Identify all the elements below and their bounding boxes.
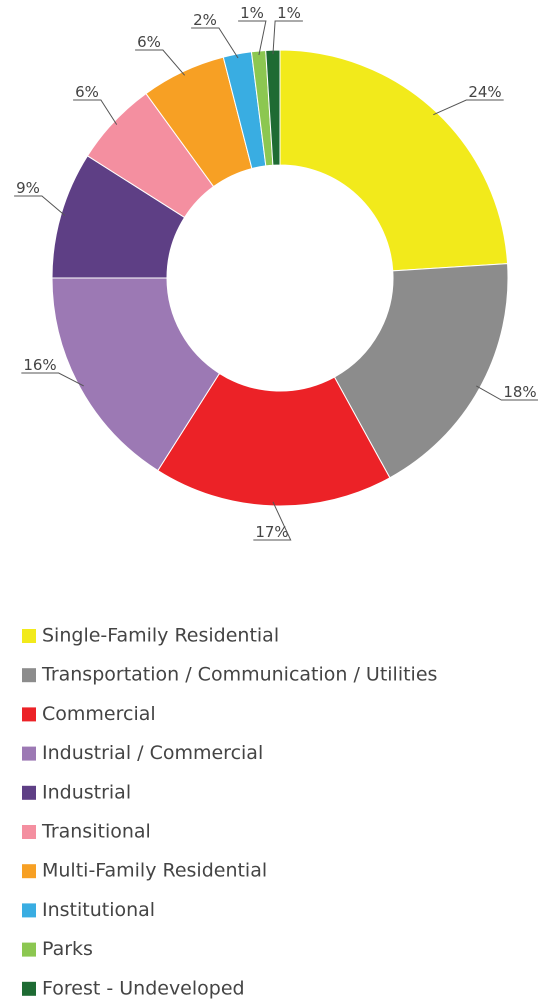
legend-label: Transitional <box>41 821 151 843</box>
legend-swatch <box>22 825 36 839</box>
legend-label: Transportation / Communication / Utiliti… <box>41 664 437 686</box>
legend-label: Industrial / Commercial <box>42 742 263 764</box>
donut-slice <box>279 49 509 272</box>
donut-slice <box>333 263 509 479</box>
legend-swatch <box>22 942 36 957</box>
legend-label: Forest - Undeveloped <box>42 977 245 999</box>
leader-line <box>253 501 292 541</box>
legend-swatch <box>22 707 36 722</box>
legend-label: Multi-Family Residential <box>42 860 267 882</box>
legend-label: Institutional <box>42 899 155 921</box>
legend-swatch <box>22 668 36 683</box>
legend-label: Single-Family Residential <box>42 625 279 647</box>
leader-line <box>272 20 303 55</box>
legend-swatch <box>22 785 36 800</box>
data-label: 24% <box>468 83 501 101</box>
legend-label: Parks <box>42 938 93 960</box>
donut-slice <box>265 49 281 166</box>
data-label: 2% <box>193 11 217 29</box>
data-label: 9% <box>16 179 40 197</box>
data-label: 6% <box>75 83 99 101</box>
leader-line <box>238 20 267 56</box>
leader-line <box>73 99 118 125</box>
leader-line <box>476 385 538 401</box>
legend-swatch <box>22 903 36 918</box>
leader-line <box>21 372 84 387</box>
leader-line <box>433 99 504 116</box>
leader-line <box>135 49 186 76</box>
legend-swatch <box>22 629 36 643</box>
data-label: 1% <box>240 4 264 22</box>
data-label: 6% <box>137 33 161 51</box>
donut-slice <box>51 277 221 472</box>
legend-swatch <box>22 864 36 879</box>
leader-line <box>191 27 239 59</box>
data-label: 1% <box>277 4 301 22</box>
leader-line <box>14 195 66 216</box>
legend-label: Commercial <box>42 703 156 725</box>
data-label: 18% <box>503 383 536 401</box>
data-label: 16% <box>23 356 56 374</box>
legend-label: Industrial <box>42 781 131 803</box>
donut-slice <box>157 372 391 507</box>
data-label: 17% <box>255 523 288 541</box>
legend-swatch <box>22 981 36 996</box>
legend-swatch <box>22 746 36 761</box>
